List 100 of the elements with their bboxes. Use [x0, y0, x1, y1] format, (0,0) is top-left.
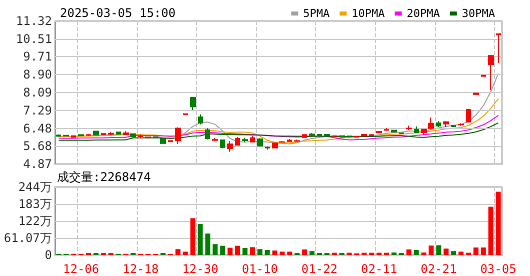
- bar: [488, 206, 494, 255]
- candlestick: [488, 55, 494, 91]
- bar: [272, 250, 278, 255]
- y-tick-label: 5.68: [23, 139, 52, 154]
- y-tick-label: 61.07万: [4, 230, 52, 245]
- candlestick: [198, 114, 203, 125]
- candlestick: [443, 120, 449, 128]
- y-tick-label: 122万: [18, 214, 52, 228]
- candlestick: [63, 134, 69, 137]
- y-tick-label: 8.09: [23, 86, 52, 100]
- candlestick: [317, 134, 322, 137]
- bar: [473, 247, 478, 255]
- x-tick-label: 02-11: [361, 262, 398, 276]
- x-tick-label: 01-10: [242, 262, 278, 276]
- candlestick: [78, 134, 84, 137]
- bar: [444, 248, 449, 255]
- bar: [190, 218, 196, 255]
- candlestick: [86, 134, 91, 136]
- candlestick: [376, 130, 382, 134]
- candlestick: [265, 146, 270, 150]
- candlestick: [227, 140, 233, 152]
- bar: [235, 246, 240, 255]
- bar: [264, 250, 270, 255]
- candlestick: [451, 124, 456, 128]
- bar: [480, 247, 486, 255]
- bar: [280, 252, 285, 255]
- bar: [496, 192, 501, 255]
- candlestick: [458, 122, 464, 126]
- candlestick: [294, 139, 300, 142]
- x-tick-label: 12-30: [182, 262, 218, 276]
- x-tick-label: 12-06: [63, 262, 100, 276]
- legend-label: 20PMA: [406, 7, 440, 20]
- bar: [182, 252, 188, 255]
- line-series: [58, 114, 499, 140]
- candlestick: [324, 134, 330, 137]
- legend-label: 30PMA: [462, 7, 496, 20]
- candlestick: [287, 138, 292, 142]
- candlestick: [436, 120, 441, 128]
- y-tick-label: 4.87: [23, 157, 52, 171]
- bar: [428, 246, 434, 255]
- bar: [220, 246, 226, 255]
- candlestick: [116, 131, 121, 136]
- candlestick: [361, 133, 367, 137]
- candlestick: [421, 128, 427, 136]
- candlestick: [250, 136, 255, 143]
- legend-label: 5PMA: [303, 7, 330, 20]
- candlestick: [302, 134, 307, 138]
- candlestick: [406, 125, 412, 131]
- candlestick: [175, 126, 181, 145]
- bar: [257, 249, 262, 255]
- bar: [205, 234, 210, 255]
- y-tick-label: 244万: [18, 180, 52, 194]
- candlestick: [71, 134, 76, 138]
- line-series: [58, 98, 499, 144]
- candlestick: [399, 132, 404, 135]
- y-tick-label: 9.71: [23, 50, 52, 64]
- candlestick: [272, 142, 278, 149]
- candlestick: [138, 134, 143, 139]
- x-tick-label: 01-22: [301, 262, 338, 276]
- bar: [421, 252, 426, 255]
- y-tick-label: 6.48: [23, 121, 52, 136]
- y-tick-label: 0: [44, 248, 52, 262]
- candlestick: [145, 136, 151, 139]
- candlestick: [414, 126, 419, 134]
- bar: [458, 252, 464, 255]
- bar: [198, 224, 203, 255]
- y-tick-label: 7.29: [23, 103, 52, 118]
- candlestick: [123, 130, 129, 136]
- y-tick-label: 10.51: [16, 32, 52, 46]
- candlestick: [384, 127, 389, 132]
- candlestick: [212, 138, 218, 142]
- bar: [451, 251, 456, 255]
- candlestick: [56, 134, 61, 138]
- bar: [414, 250, 419, 255]
- bar: [406, 249, 412, 255]
- candlestick: [391, 129, 397, 133]
- candlestick: [466, 108, 471, 123]
- bar: [436, 245, 442, 255]
- bar: [302, 249, 308, 255]
- candlestick: [369, 134, 374, 136]
- bar: [310, 251, 315, 255]
- x-tick-label: 03-05: [480, 262, 516, 276]
- candlestick: [257, 138, 263, 147]
- y-tick-label: 183万: [18, 197, 52, 211]
- line-series: [58, 122, 499, 141]
- candlestick: [309, 132, 315, 136]
- candlestick: [101, 132, 106, 136]
- legend-label: 10PMA: [352, 7, 386, 20]
- chart-title: 2025-03-05 15:00: [60, 6, 176, 20]
- candlestick: [473, 92, 479, 96]
- candlestick: [160, 138, 166, 144]
- candlestick: [168, 140, 173, 143]
- candlestick: [354, 135, 359, 138]
- candlestick: [130, 132, 136, 138]
- candlestick: [428, 117, 434, 130]
- candlestick: [242, 137, 248, 143]
- candlestick: [108, 132, 114, 136]
- candlestick: [235, 136, 240, 146]
- text: 成交量:2268474: [57, 170, 151, 184]
- candlestick: [339, 135, 345, 138]
